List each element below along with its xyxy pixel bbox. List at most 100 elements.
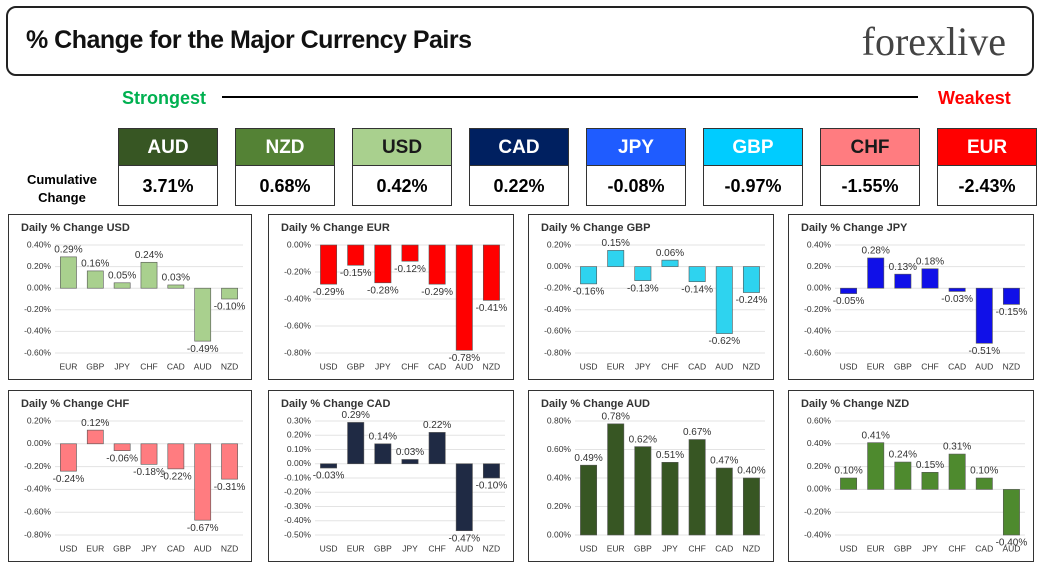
- bar: [86, 270, 104, 289]
- data-label: 0.03%: [162, 273, 190, 284]
- x-tick-label: NZD: [483, 543, 500, 553]
- bar: [194, 443, 212, 521]
- currency-change: 0.68%: [235, 166, 335, 206]
- bar: [715, 467, 733, 536]
- y-tick-label: -0.40%: [24, 484, 51, 494]
- data-label: 0.29%: [342, 410, 370, 421]
- data-label: 0.28%: [862, 246, 890, 257]
- data-label: 0.47%: [710, 456, 738, 467]
- chart: Daily % Change NZD 0.60% 0.40% 0.20% 0.00% -0…: [801, 398, 1028, 553]
- y-tick-label: 0.00%: [547, 261, 572, 271]
- y-tick-label: -0.20%: [804, 304, 831, 314]
- y-tick-label: 0.00%: [287, 239, 312, 249]
- currency-box: USD 0.42%: [352, 128, 452, 206]
- y-tick-label: -0.40%: [284, 515, 311, 525]
- x-tick-label: NZD: [221, 361, 238, 371]
- y-tick-label: -0.80%: [24, 529, 51, 539]
- bar: [221, 443, 238, 480]
- x-tick-label: CHF: [140, 361, 157, 371]
- data-label: 0.40%: [737, 466, 765, 477]
- bar: [113, 282, 131, 289]
- x-tick-label: GBP: [894, 361, 912, 371]
- bar: [428, 244, 446, 285]
- y-tick-label: -0.10%: [284, 472, 311, 482]
- x-tick-label: USD: [320, 361, 338, 371]
- weakest-label: Weakest: [938, 88, 1011, 108]
- x-tick-label: CHF: [661, 361, 678, 371]
- x-tick-label: EUR: [607, 361, 625, 371]
- x-tick-label: AUD: [1002, 543, 1020, 553]
- y-tick-label: -0.80%: [284, 347, 311, 357]
- y-tick-label: -0.40%: [544, 304, 571, 314]
- currency-name: JPY: [586, 128, 686, 166]
- x-tick-label: CHF: [401, 361, 418, 371]
- y-tick-label: 0.60%: [547, 444, 572, 454]
- data-label: -0.10%: [214, 302, 246, 313]
- bar: [1002, 287, 1020, 305]
- bar: [580, 464, 598, 536]
- bar: [140, 443, 158, 465]
- chart-panel: Daily % Change AUD 0.80% 0.60% 0.40% 0.20% 0.…: [528, 390, 774, 562]
- data-label: -0.22%: [160, 472, 192, 483]
- y-tick-label: 0.00%: [27, 282, 52, 292]
- y-tick-label: 0.30%: [287, 415, 312, 425]
- x-tick-label: CAD: [715, 543, 733, 553]
- data-label: -0.31%: [214, 482, 246, 493]
- y-tick-label: 0.40%: [547, 472, 572, 482]
- bar: [607, 423, 625, 536]
- y-tick-label: -0.20%: [544, 282, 571, 292]
- data-label: -0.15%: [996, 307, 1028, 318]
- bar: [948, 287, 966, 292]
- bar: [634, 446, 652, 536]
- data-label: -0.40%: [996, 538, 1028, 549]
- data-label: -0.29%: [313, 287, 345, 298]
- data-label: 0.24%: [135, 250, 163, 261]
- brand-logo: forexlive: [861, 19, 1006, 64]
- bar: [374, 244, 392, 284]
- data-label: 0.22%: [423, 420, 451, 431]
- bar: [580, 266, 598, 285]
- bar: [60, 443, 77, 472]
- bar: [167, 443, 185, 470]
- y-tick-label: 0.00%: [547, 529, 572, 539]
- x-tick-label: CAD: [167, 361, 185, 371]
- chart-panel: Daily % Change CAD 0.30% 0.20% 0.10% 0.00% -0…: [268, 390, 514, 562]
- bar: [975, 287, 993, 344]
- x-tick-label: EUR: [867, 361, 885, 371]
- x-tick-label: USD: [840, 361, 858, 371]
- bar: [661, 462, 679, 536]
- bar: [60, 256, 77, 289]
- row-label: Cumulative Change: [26, 172, 98, 205]
- data-label: -0.12%: [394, 264, 426, 275]
- y-tick-label: -0.50%: [284, 529, 311, 539]
- chart-panel: Daily % Change JPY 0.40% 0.20% 0.00% -0.20% -…: [788, 214, 1034, 380]
- x-tick-label: USD: [59, 543, 77, 553]
- data-label: 0.67%: [683, 427, 711, 438]
- bar: [688, 266, 706, 283]
- y-tick-label: -0.40%: [804, 529, 831, 539]
- chart-title: Daily % Change AUD: [541, 398, 650, 410]
- x-tick-label: EUR: [59, 361, 77, 371]
- data-label: 0.05%: [108, 270, 136, 281]
- bar: [374, 443, 392, 465]
- x-tick-label: CAD: [428, 361, 446, 371]
- y-tick-label: 0.20%: [27, 261, 52, 271]
- chart: Daily % Change USD 0.40% 0.20% 0.00% -0.20% -…: [21, 222, 246, 371]
- chart-title: Daily % Change GBP: [541, 222, 650, 234]
- bar: [167, 284, 185, 289]
- y-tick-label: 0.60%: [807, 415, 832, 425]
- data-label: 0.15%: [602, 238, 630, 249]
- y-tick-label: -0.30%: [284, 501, 311, 511]
- bar: [320, 244, 338, 285]
- currency-change: -0.08%: [586, 166, 686, 206]
- bar: [894, 461, 912, 490]
- data-label: -0.18%: [133, 467, 165, 478]
- bar: [140, 261, 158, 289]
- data-label: -0.28%: [367, 285, 399, 296]
- bar: [194, 287, 212, 342]
- x-tick-label: USD: [840, 543, 858, 553]
- data-label: 0.10%: [970, 466, 998, 477]
- y-tick-label: -0.20%: [284, 487, 311, 497]
- currency-box: CHF -1.55%: [820, 128, 920, 206]
- y-tick-label: -0.80%: [544, 347, 571, 357]
